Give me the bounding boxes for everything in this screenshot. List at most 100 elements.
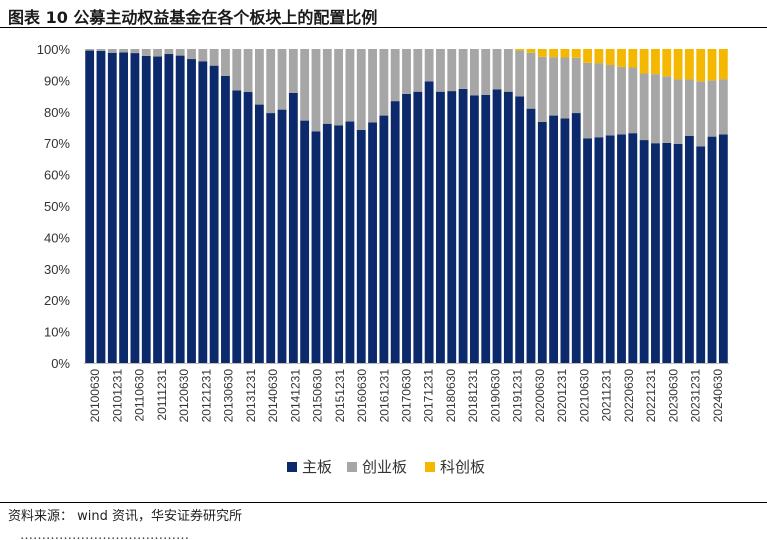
x-tick-label: 20221231 xyxy=(644,369,658,423)
bar-segment-gem xyxy=(571,57,581,114)
bar-segment-gem xyxy=(651,74,660,144)
x-tick-label: 20240630 xyxy=(711,369,725,423)
bar-segment-gem xyxy=(175,49,185,56)
legend-swatch-main xyxy=(287,462,297,472)
x-tick-label: 20100630 xyxy=(88,369,102,423)
x-axis-tick-labels: 20100630 20101231 20110630 20111231 20120630… xyxy=(88,369,725,423)
y-tick-label: 80% xyxy=(44,105,70,120)
bar-segment-main xyxy=(300,120,310,363)
x-tick-label: 20121231 xyxy=(199,369,213,423)
bar-segment-gem xyxy=(424,49,434,82)
x-tick-label: 20231231 xyxy=(689,369,703,423)
bar-segment-gem xyxy=(413,49,423,92)
bar-segment-gem xyxy=(560,57,570,119)
bar-segment-main xyxy=(85,50,95,363)
x-tick-label: 20171231 xyxy=(422,369,436,423)
bar-segment-star xyxy=(673,49,683,80)
bar-segment-main xyxy=(537,121,547,363)
bar-segment-main xyxy=(277,109,287,363)
legend-swatch-star xyxy=(425,462,435,472)
bar-segment-gem xyxy=(311,49,321,132)
bar-segment-gem xyxy=(594,63,604,138)
bar-segment-gem xyxy=(436,49,445,92)
next-paragraph-text: ………………………………… xyxy=(20,528,189,540)
x-tick-label: 20150630 xyxy=(311,369,325,423)
x-tick-label: 20141231 xyxy=(288,369,302,423)
bar-segment-main xyxy=(605,135,615,363)
bar-segment-star xyxy=(583,49,592,63)
bar-segment-main xyxy=(447,91,457,363)
bar-segment-gem xyxy=(356,49,366,131)
x-tick-label: 20180630 xyxy=(444,369,458,423)
bar-segment-gem xyxy=(628,67,638,134)
bar-segment-gem xyxy=(481,49,491,95)
bar-segment-main xyxy=(198,61,208,363)
bar-segment-main xyxy=(243,92,253,363)
bar-segment-main xyxy=(164,54,174,364)
x-tick-label: 20220630 xyxy=(622,369,636,423)
bar-segment-gem xyxy=(458,49,468,89)
next-paragraph-fragment: ………………………………… xyxy=(0,526,767,540)
bar-segment-main xyxy=(402,93,411,364)
bar-segment-main xyxy=(232,90,242,363)
bar-segment-main xyxy=(345,121,355,363)
bar-segment-main xyxy=(560,118,570,363)
bar-segment-gem xyxy=(583,62,592,139)
bar-segment-main xyxy=(628,133,638,363)
bar-segment-main xyxy=(311,131,321,363)
bar-segment-main xyxy=(130,53,140,363)
bar-segment-main xyxy=(718,134,728,363)
bar-segment-main xyxy=(639,140,649,363)
top-rule xyxy=(0,27,767,28)
bar-segment-gem xyxy=(85,49,95,51)
bar-segment-main xyxy=(175,55,185,364)
x-tick-label: 20210630 xyxy=(577,369,591,423)
bar-segment-star xyxy=(718,49,728,80)
bar-segment-main xyxy=(458,88,468,363)
legend: 主板 创业板 科创板 xyxy=(287,458,485,476)
bar-segment-gem xyxy=(107,49,117,53)
bar-segment-gem xyxy=(322,49,332,124)
x-tick-label: 20161231 xyxy=(377,369,391,423)
bar-segment-main xyxy=(288,92,298,364)
bar-segment-star xyxy=(526,49,536,53)
bar-segment-main xyxy=(662,142,672,363)
bar-segment-gem xyxy=(526,52,536,109)
x-tick-label: 20200630 xyxy=(533,369,547,423)
bar-segment-main xyxy=(583,138,592,363)
x-tick-label: 20160630 xyxy=(355,369,369,423)
bar-segment-main xyxy=(469,95,479,363)
bar-segment-main xyxy=(119,52,129,363)
bar-segment-main xyxy=(515,96,525,363)
bar-segment-gem xyxy=(673,79,683,144)
bar-segment-main xyxy=(322,123,332,363)
bar-segment-main xyxy=(413,91,423,363)
legend-label-gem: 创业板 xyxy=(362,458,407,476)
x-tick-label: 20130630 xyxy=(222,369,236,423)
bar-segment-gem xyxy=(492,49,502,90)
bar-segment-main xyxy=(651,143,660,363)
x-tick-label: 20201231 xyxy=(555,369,569,423)
bar-segment-star xyxy=(571,49,581,58)
bar-segment-gem xyxy=(266,49,276,114)
bar-segment-gem xyxy=(164,49,174,55)
x-tick-label: 20120630 xyxy=(177,369,191,423)
x-tick-label: 20131231 xyxy=(244,369,258,423)
bar-segment-main xyxy=(187,59,196,364)
bar-segment-gem xyxy=(684,79,694,136)
bar-segment-gem xyxy=(153,49,162,57)
bar-segment-main xyxy=(696,146,706,363)
bar-segment-star xyxy=(696,49,706,82)
bar-segment-main xyxy=(503,91,513,363)
source-note: 资料来源： wind 资讯，华安证券研究所 xyxy=(8,509,243,524)
bar-segment-gem xyxy=(130,49,140,54)
bar-segment-main xyxy=(390,101,400,364)
x-tick-label: 20170630 xyxy=(400,369,414,423)
bar-segment-gem xyxy=(549,57,559,116)
x-tick-label: 20230630 xyxy=(666,369,680,423)
bar-segment-main xyxy=(424,81,434,363)
bar-segment-main xyxy=(549,115,559,363)
x-tick-label: 20151231 xyxy=(333,369,347,423)
legend-swatch-gem xyxy=(347,462,357,472)
bar-segment-gem xyxy=(288,49,298,93)
